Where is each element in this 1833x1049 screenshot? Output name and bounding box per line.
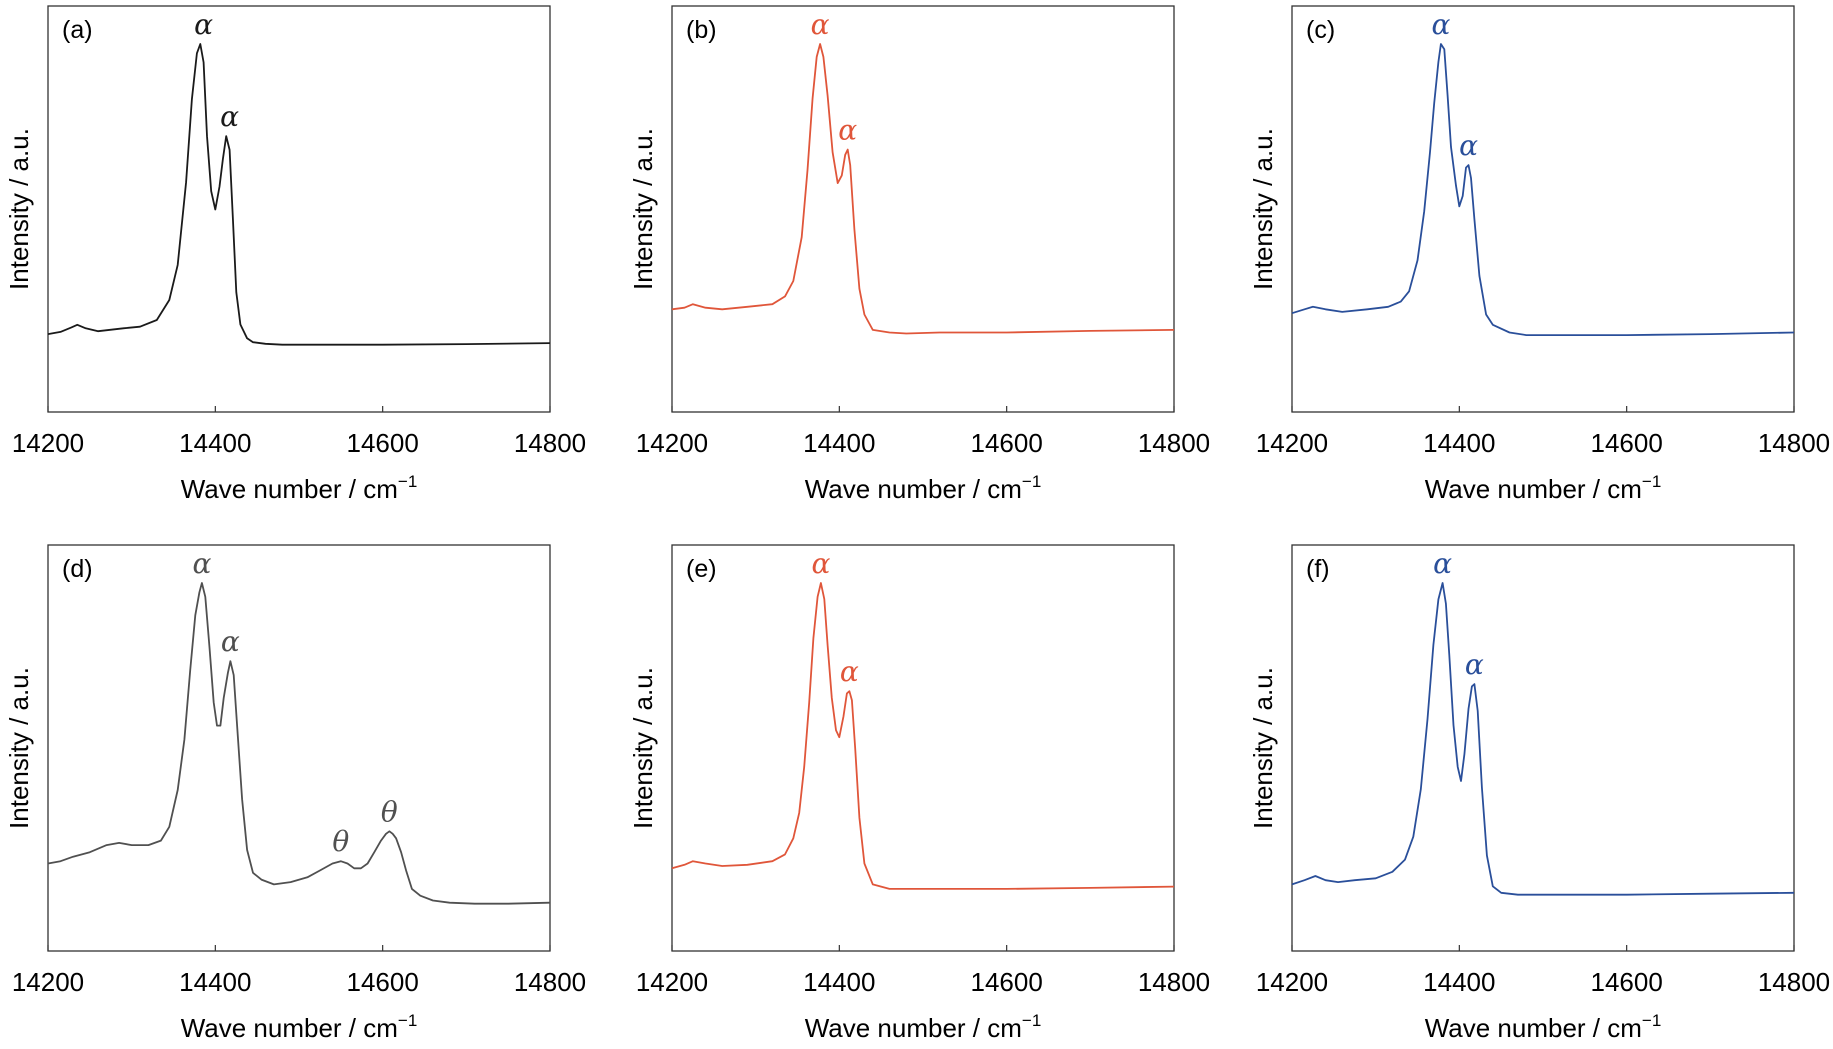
plot-frame [1291, 5, 1795, 413]
x-tick-label: 14800 [1138, 428, 1210, 458]
x-tick-label: 14800 [1138, 967, 1210, 997]
panel-label: (e) [686, 555, 717, 583]
chart-panel-a: 14200 14400 14600 14800 Wave number / cm−1 In… [4, 5, 586, 504]
x-axis-label: Wave number / cm−1 [1425, 472, 1662, 504]
peak-label: α [811, 547, 830, 580]
x-tick-label: 14400 [1423, 967, 1495, 997]
x-axis-label: Wave number / cm−1 [181, 472, 418, 504]
x-tick-label: 14600 [347, 428, 419, 458]
peak-label: α [838, 114, 857, 147]
x-tick-label: 14200 [12, 967, 84, 997]
peak-label: α [811, 8, 830, 41]
x-axis-label: Wave number / cm−1 [1425, 1011, 1662, 1043]
spectrum-line [1291, 582, 1795, 896]
y-axis-label: Intensity / a.u. [1248, 128, 1278, 290]
x-tick-label: 14400 [179, 967, 251, 997]
y-axis-label: Intensity / a.u. [628, 667, 658, 829]
x-tick-label: 14200 [636, 967, 708, 997]
chart-panel-f: 14200 14400 14600 14800 Wave number / cm−1 In… [1248, 544, 1830, 1043]
x-tick-label: 14600 [347, 967, 419, 997]
spectrum-line [47, 582, 551, 905]
x-tick-label: 14400 [179, 428, 251, 458]
x-tick-label: 14200 [12, 428, 84, 458]
x-tick-label: 14400 [1423, 428, 1495, 458]
y-axis-label: Intensity / a.u. [1248, 667, 1278, 829]
x-tick-label: 14600 [971, 967, 1043, 997]
plot-frame [671, 544, 1175, 952]
peak-label: α [1431, 8, 1450, 41]
chart-panel-b: 14200 14400 14600 14800 Wave number / cm−1 In… [628, 5, 1210, 504]
x-tick-label: 14200 [1256, 967, 1328, 997]
panel-label: (a) [62, 16, 93, 44]
peak-label: α [221, 625, 240, 658]
peak-label: α [192, 547, 211, 580]
spectrum-line [671, 43, 1175, 335]
chart-panel-c: 14200 14400 14600 14800 Wave number / cm−1 In… [1248, 5, 1830, 504]
y-axis-label: Intensity / a.u. [4, 667, 34, 829]
chart-panel-e: 14200 14400 14600 14800 Wave number / cm−1 In… [628, 544, 1210, 1043]
plot-frame [47, 544, 551, 952]
plot-frame [47, 5, 551, 413]
peak-label: α [840, 655, 859, 688]
x-tick-label: 14800 [1758, 967, 1830, 997]
x-tick-label: 14400 [803, 967, 875, 997]
panel-label: (b) [686, 16, 717, 44]
peak-label: θ [381, 795, 398, 828]
x-axis-label: Wave number / cm−1 [181, 1011, 418, 1043]
x-axis-label: Wave number / cm−1 [805, 1011, 1042, 1043]
y-axis-label: Intensity / a.u. [628, 128, 658, 290]
plot-frame [1291, 544, 1795, 952]
panel-label: (d) [62, 555, 93, 583]
peak-label: α [220, 100, 239, 133]
peak-label: α [1465, 648, 1484, 681]
peak-label: α [1433, 547, 1452, 580]
x-tick-label: 14800 [514, 428, 586, 458]
spectrum-line [1291, 43, 1795, 337]
panel-label: (c) [1306, 16, 1335, 44]
y-axis-label: Intensity / a.u. [4, 128, 34, 290]
peak-label: α [1459, 129, 1478, 162]
panel-label: (f) [1306, 555, 1330, 583]
x-tick-label: 14600 [1591, 967, 1663, 997]
plot-frame [671, 5, 1175, 413]
x-tick-label: 14800 [1758, 428, 1830, 458]
x-tick-label: 14600 [1591, 428, 1663, 458]
x-tick-label: 14800 [514, 967, 586, 997]
x-tick-label: 14600 [971, 428, 1043, 458]
chart-panel-d: 14200 14400 14600 14800 Wave number / cm−1 In… [4, 544, 586, 1043]
x-tick-label: 14400 [803, 428, 875, 458]
spectrum-line [47, 43, 551, 346]
x-axis-label: Wave number / cm−1 [805, 472, 1042, 504]
x-tick-label: 14200 [1256, 428, 1328, 458]
peak-label: θ [332, 825, 349, 858]
spectrum-line [671, 582, 1175, 890]
peak-label: α [194, 8, 213, 41]
x-tick-label: 14200 [636, 428, 708, 458]
